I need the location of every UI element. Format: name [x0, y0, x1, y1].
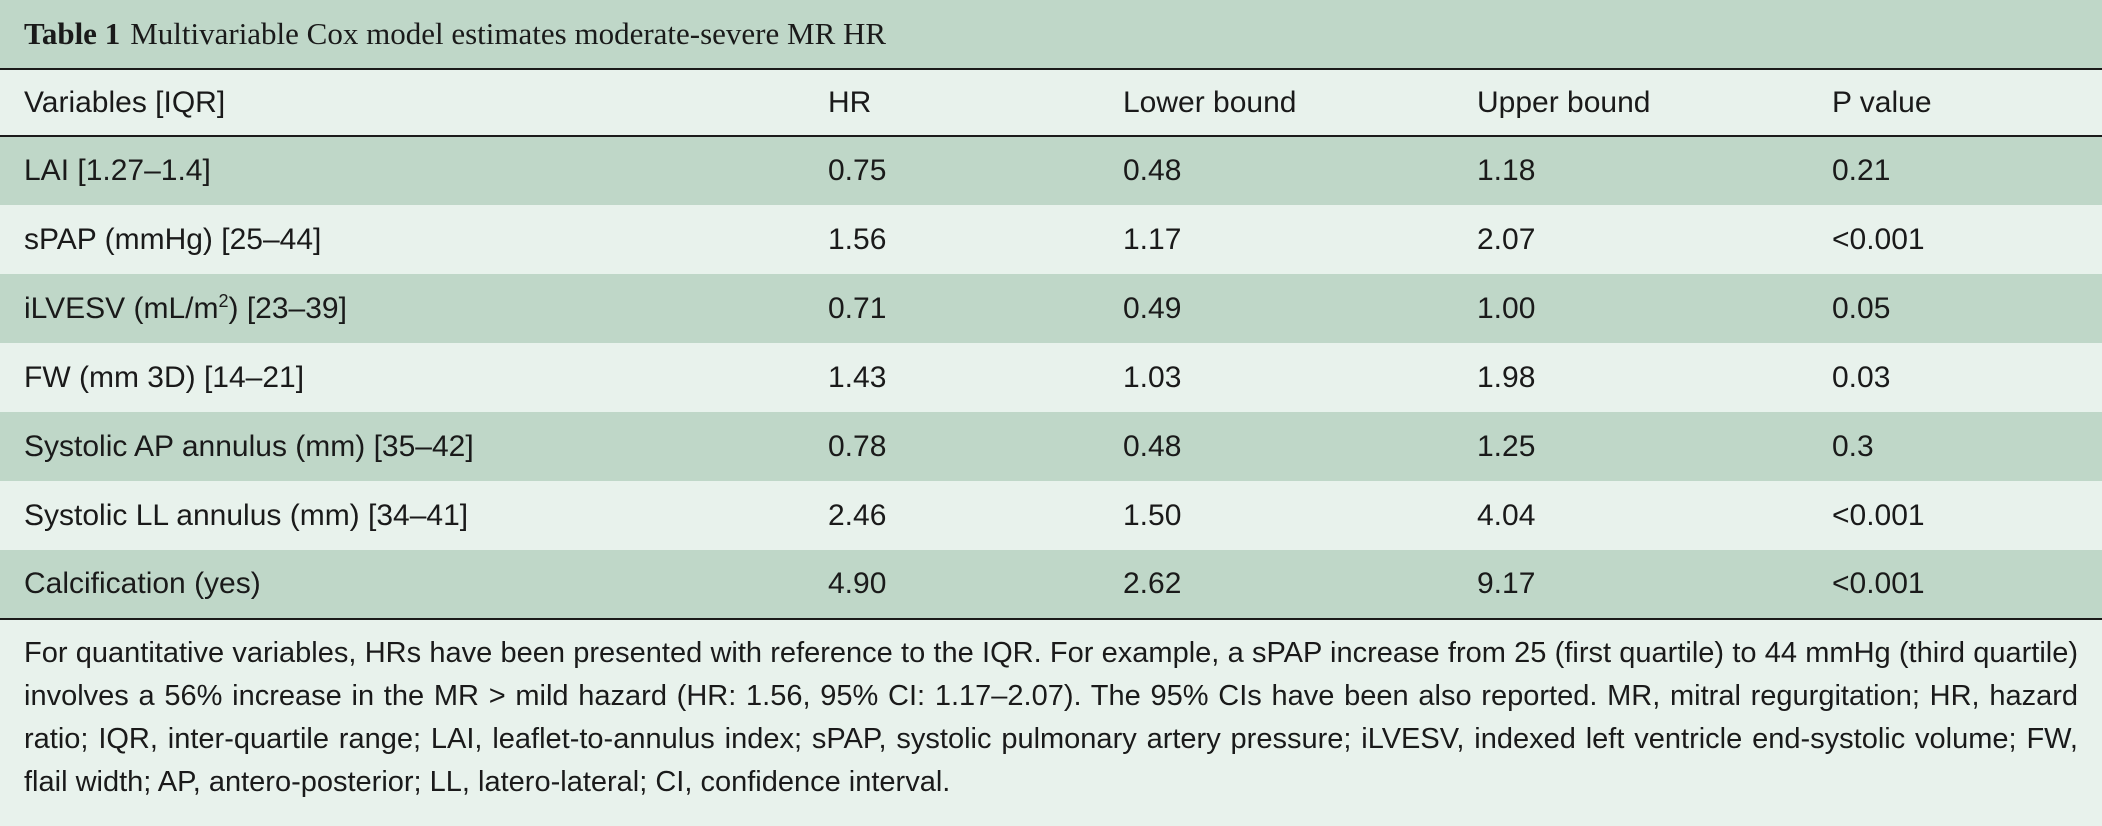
cell-upper: 9.17: [1477, 567, 1536, 600]
cell-lower: 0.48: [1123, 429, 1182, 463]
header-row: Variables [IQR] HR Lower bound Upper bou…: [0, 69, 2102, 136]
table-title: Multivariable Cox model estimates modera…: [130, 16, 887, 51]
cell-hr: 1.43: [828, 360, 887, 394]
cell-lower: 1.50: [1123, 498, 1182, 532]
table-caption: Table 1 Multivariable Cox model estimate…: [0, 0, 2102, 68]
header-hr: HR: [828, 85, 872, 119]
cell-variable: LAI [1.27–1.4]: [24, 154, 211, 187]
cell-lower: 0.49: [1123, 291, 1182, 325]
cell-variable: FW (mm 3D) [14–21]: [24, 360, 305, 394]
cell-hr: 0.78: [828, 429, 887, 463]
cell-hr: 1.56: [828, 222, 887, 256]
table-footnote: For quantitative variables, HRs have bee…: [0, 620, 2102, 804]
cell-variable: Calcification (yes): [24, 567, 261, 600]
cell-upper: 1.18: [1477, 154, 1536, 187]
cell-upper: 2.07: [1477, 222, 1536, 256]
cell-lower: 0.48: [1123, 154, 1182, 187]
table-number: Table 1: [24, 16, 121, 51]
results-table: Variables [IQR] HR Lower bound Upper bou…: [0, 68, 2102, 620]
cell-upper: 1.00: [1477, 291, 1536, 325]
cell-variable: sPAP (mmHg) [25–44]: [24, 222, 322, 256]
table-row: iLVESV (mL/m2) [23–39] 0.71 0.49 1.00 0.…: [0, 274, 2102, 343]
cell-upper: 1.98: [1477, 360, 1536, 394]
cell-hr: 2.46: [828, 498, 887, 532]
cell-p: <0.001: [1832, 222, 1925, 256]
cell-hr: 0.71: [828, 291, 887, 325]
table-row: Calcification (yes) 4.90 2.62 9.17 <0.00…: [0, 550, 2102, 619]
cell-hr: 0.75: [828, 154, 887, 187]
cell-p: 0.3: [1832, 429, 1874, 463]
cell-upper: 1.25: [1477, 429, 1536, 463]
variable-text: iLVESV (mL/m: [24, 291, 219, 325]
header-variables: Variables [IQR]: [24, 85, 226, 119]
variable-text-suffix: ) [23–39]: [228, 291, 347, 325]
cell-p: 0.05: [1832, 291, 1891, 325]
table-row: Systolic AP annulus (mm) [35–42] 0.78 0.…: [0, 412, 2102, 481]
header-upper-bound: Upper bound: [1477, 85, 1651, 119]
table-row: FW (mm 3D) [14–21] 1.43 1.03 1.98 0.03: [0, 343, 2102, 412]
cell-lower: 1.03: [1123, 360, 1182, 394]
table-row: sPAP (mmHg) [25–44] 1.56 1.17 2.07 <0.00…: [0, 205, 2102, 274]
cell-hr: 4.90: [828, 567, 887, 600]
cell-variable: Systolic AP annulus (mm) [35–42]: [24, 429, 474, 463]
cell-p: <0.001: [1832, 567, 1925, 600]
cell-variable: iLVESV (mL/m2) [23–39]: [0, 274, 804, 343]
cell-lower: 1.17: [1123, 222, 1182, 256]
cell-p: 0.21: [1832, 154, 1891, 187]
table-row: Systolic LL annulus (mm) [34–41] 2.46 1.…: [0, 481, 2102, 550]
table-row: LAI [1.27–1.4] 0.75 0.48 1.18 0.21: [0, 136, 2102, 205]
cell-lower: 2.62: [1123, 567, 1182, 600]
header-p-value: P value: [1832, 85, 1932, 119]
cell-variable: Systolic LL annulus (mm) [34–41]: [24, 498, 469, 532]
cell-upper: 4.04: [1477, 498, 1536, 532]
header-lower-bound: Lower bound: [1123, 85, 1297, 119]
superscript: 2: [218, 290, 229, 311]
cell-p: 0.03: [1832, 360, 1891, 394]
cell-p: <0.001: [1832, 498, 1925, 532]
